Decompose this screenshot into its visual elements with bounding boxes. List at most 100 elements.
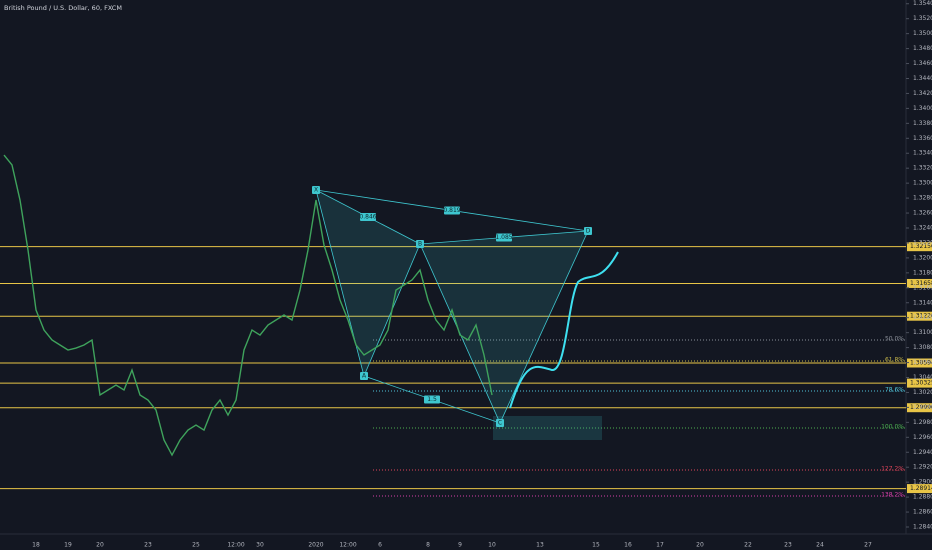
level-tag <box>907 278 932 288</box>
y-tick-label: 1.30800 <box>913 344 932 351</box>
ratio-label: 1.5 <box>427 396 437 403</box>
chart-title: British Pound / U.S. Dollar, 60, FXCM <box>4 4 122 12</box>
x-tick-label: 20 <box>96 542 104 549</box>
y-tick-label: 1.35000 <box>913 30 932 37</box>
point-label: C <box>498 420 502 427</box>
y-tick-label: 1.34800 <box>913 45 932 52</box>
x-tick-label: 25 <box>192 542 200 549</box>
point-box <box>584 226 592 235</box>
x-tick-label: 18 <box>32 542 40 549</box>
y-tick-label: 1.33400 <box>913 150 932 157</box>
y-tick-label: 1.34200 <box>913 90 932 97</box>
x-tick-label: 8 <box>426 542 430 549</box>
ratio-box <box>496 233 512 242</box>
level-tag <box>907 403 932 413</box>
x-tick-label: 30 <box>256 542 264 549</box>
ratio-label: 0.819 <box>443 207 460 214</box>
levels: 1.32150 1.31658 1.31220 1.30594 1.30325 1.299… <box>0 242 932 494</box>
point-label: B <box>418 240 422 247</box>
y-tick-label: 1.32200 <box>913 239 932 246</box>
ratio-label: 1.085 <box>495 234 512 241</box>
y-tick-label: 1.31400 <box>913 299 932 306</box>
x-tick-label: 23 <box>784 542 792 549</box>
x-tick-label: 12:00 <box>227 542 244 549</box>
ratio-box <box>444 206 460 215</box>
y-tick-label: 1.34000 <box>913 105 932 112</box>
point-box <box>496 419 504 428</box>
fib-label: 100.0% <box>881 424 904 431</box>
level-label: 1.29996 <box>910 404 932 411</box>
y-tick-label: 1.29200 <box>913 464 932 471</box>
y-tick-label: 1.33600 <box>913 135 932 142</box>
price-series <box>3 154 493 457</box>
level-tag <box>907 311 932 321</box>
pattern-xab <box>316 190 420 377</box>
ratio-box <box>424 395 440 404</box>
y-tick-label: 1.35200 <box>913 15 932 22</box>
pattern-leg <box>499 230 589 424</box>
level-tag <box>907 242 932 252</box>
level-tag <box>907 378 932 388</box>
x-tick-label: 15 <box>592 542 600 549</box>
level-tag <box>907 484 932 494</box>
point-label: D <box>586 227 591 234</box>
y-tick-label: 1.30000 <box>913 404 932 411</box>
price-line <box>3 154 493 457</box>
y-tick-label: 1.29600 <box>913 434 932 441</box>
y-tick-label: 1.28800 <box>913 494 932 501</box>
y-tick-label: 1.32600 <box>913 210 932 217</box>
ratio-label: 0.846 <box>359 214 376 221</box>
pattern-bcd <box>420 230 588 424</box>
level-label: 1.28914 <box>910 485 932 492</box>
harmonic-pattern: 0.846 0.819 1.085 1.5 X A B C D <box>312 186 592 428</box>
y-tick-label: 1.28600 <box>913 509 932 516</box>
y-tick-label: 1.34600 <box>913 60 932 67</box>
y-tick-label: 1.29800 <box>913 419 932 426</box>
y-tick-label: 1.30400 <box>913 374 932 381</box>
level-tag <box>907 358 932 368</box>
x-tick-label: 27 <box>864 542 872 549</box>
fib-label: 61.8% <box>885 356 904 363</box>
target-zone <box>493 416 602 440</box>
ratio-box <box>360 213 376 222</box>
y-tick-label: 1.28400 <box>913 524 932 531</box>
x-tick-label: 23 <box>144 542 152 549</box>
x-tick-label: 22 <box>744 542 752 549</box>
point-box <box>416 239 424 248</box>
y-tick-label: 1.31800 <box>913 269 932 276</box>
y-tick-label: 1.34400 <box>913 75 932 82</box>
y-tick-label: 1.29000 <box>913 479 932 486</box>
x-tick-label: 16 <box>624 542 632 549</box>
x-tick-label: 17 <box>656 542 664 549</box>
y-tick-label: 1.35400 <box>913 0 932 7</box>
x-tick-label: 6 <box>378 542 382 549</box>
y-tick-label: 1.33000 <box>913 180 932 187</box>
y-tick-label: 1.32400 <box>913 224 932 231</box>
y-tick-label: 1.31200 <box>913 314 932 321</box>
x-tick-label: 20 <box>696 542 704 549</box>
axes: 1.28400 1.28600 1.28800 1.29000 1.29200 1.294… <box>32 0 932 548</box>
y-tick-label: 1.33200 <box>913 165 932 172</box>
x-tick-label: 13 <box>536 542 544 549</box>
y-tick-label: 1.32800 <box>913 195 932 202</box>
projection-path <box>509 251 619 409</box>
y-tick-label: 1.29400 <box>913 449 932 456</box>
y-tick-label: 1.30200 <box>913 389 932 396</box>
fib-label: 127.2% <box>881 466 904 473</box>
x-tick-label: 9 <box>458 542 462 549</box>
x-tick-label: 24 <box>816 542 824 549</box>
x-tick-label: 10 <box>488 542 496 549</box>
point-label: A <box>362 373 367 380</box>
x-tick-label: 2020 <box>308 542 323 549</box>
fib-levels: 50.0% 61.8% 78.6% 100.0% 127.2% 138.2% <box>373 335 906 499</box>
x-tick-label: 19 <box>64 542 72 549</box>
fib-label: 78.6% <box>885 387 904 394</box>
y-tick-label: 1.32000 <box>913 254 932 261</box>
level-label: 1.30594 <box>910 360 932 367</box>
y-tick-label: 1.31600 <box>913 284 932 291</box>
point-box <box>360 372 368 381</box>
x-tick-label: 12:00 <box>339 542 356 549</box>
y-tick-label: 1.30600 <box>913 359 932 366</box>
fib-label: 138.2% <box>881 492 904 499</box>
